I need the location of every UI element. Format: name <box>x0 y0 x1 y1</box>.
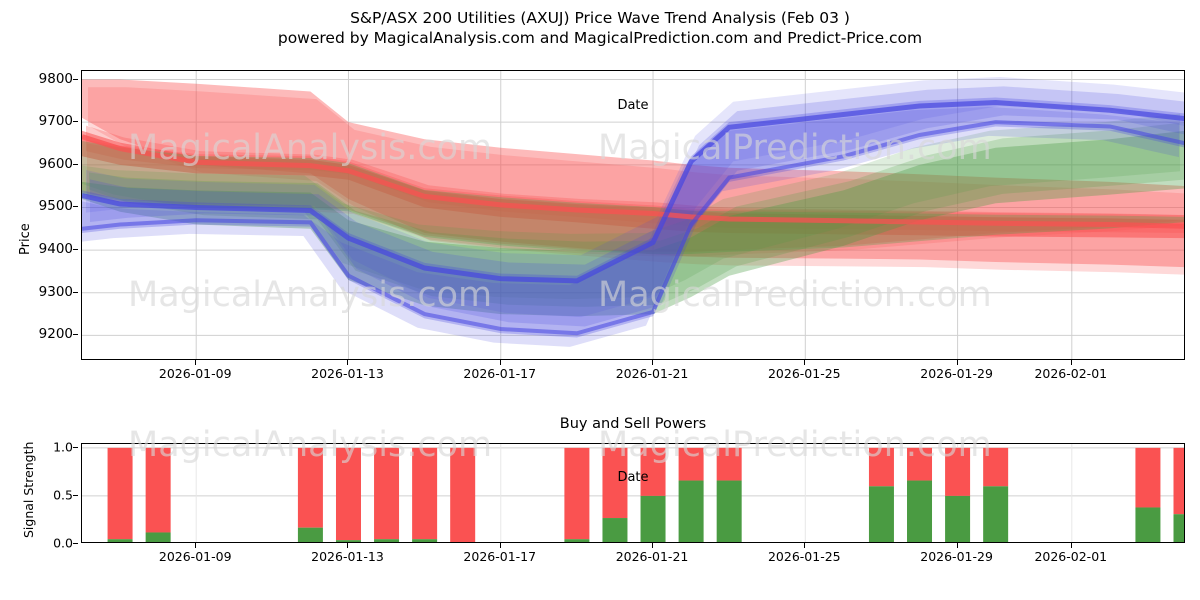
signal-y-ticks: 0.0 0.5 1.0 <box>37 439 78 551</box>
price-y-tick-mark <box>73 291 78 293</box>
price-y-tick-mark <box>73 163 78 165</box>
signal-bar[interactable] <box>640 447 666 543</box>
price-x-tick-label: 2026-01-25 <box>767 366 841 381</box>
price-y-tick-label: 9800 <box>38 70 73 87</box>
signal-x-tick-label: 2026-01-09 <box>158 549 232 564</box>
price-chart: Price 9200 9300 9400 9500 9600 9700 9800 2026-… <box>18 70 1185 381</box>
signal-bar[interactable] <box>1135 447 1161 543</box>
signal-x-tick-mark <box>347 543 349 548</box>
signal-x-tick-label: 2026-01-21 <box>615 549 689 564</box>
signal-bar[interactable] <box>450 447 476 543</box>
price-x-axis-label: Date <box>617 98 649 113</box>
signal-x-tick-label: 2026-02-01 <box>1034 549 1108 564</box>
signal-bar[interactable] <box>678 447 704 543</box>
signal-y-tick-mark <box>73 543 78 544</box>
signal-y-tick-mark <box>73 494 78 496</box>
price-x-tick-mark <box>499 360 501 365</box>
price-x-tick-label: 2026-01-29 <box>920 366 993 381</box>
price-x-tick-mark <box>956 360 958 365</box>
signal-bar[interactable] <box>412 447 438 543</box>
signal-x-tick-mark <box>652 543 654 548</box>
price-y-tick-label: 9200 <box>38 326 73 343</box>
price-x-tick-mark <box>652 360 654 365</box>
signal-chart: Buy and Sell Powers Signal Strength 0.0 0… <box>21 416 1185 564</box>
signal-bar[interactable] <box>868 447 894 543</box>
signal-x-tick-mark <box>1070 543 1072 548</box>
signal-bar[interactable] <box>107 447 133 543</box>
price-y-tick-label: 9300 <box>38 283 73 300</box>
signal-bar[interactable] <box>297 447 323 543</box>
signal-y-tick-label: 0.0 <box>53 535 73 551</box>
price-y-tick-label: 9400 <box>38 241 73 258</box>
price-wave-svg <box>82 71 1184 359</box>
price-y-tick-mark <box>73 249 78 251</box>
signal-y-tick-mark <box>73 446 78 448</box>
signal-x-tick-mark <box>195 543 197 548</box>
title-block: S&P/ASX 200 Utilities (AXUJ) Price Wave … <box>0 8 1200 48</box>
signal-y-axis-label: Signal Strength <box>21 441 36 538</box>
signal-bars-svg <box>82 444 1186 543</box>
price-plot-area <box>81 70 1185 360</box>
signal-x-tick-label: 2026-01-29 <box>920 549 993 564</box>
signal-bar[interactable] <box>564 447 590 543</box>
signal-x-tick-label: 2026-01-25 <box>767 549 841 564</box>
price-x-ticks: 2026-01-09 2026-01-13 2026-01-17 2026-01-21… <box>81 360 1185 390</box>
signal-plot-area <box>81 443 1185 543</box>
price-y-tick-mark <box>73 78 78 80</box>
page-subtitle: powered by MagicalAnalysis.com and Magic… <box>277 29 923 47</box>
signal-bar[interactable] <box>602 447 628 543</box>
price-x-tick-mark <box>804 360 806 365</box>
price-x-tick-label: 2026-01-13 <box>311 366 384 381</box>
signal-bar[interactable] <box>716 447 742 543</box>
price-y-tick-mark <box>73 334 78 336</box>
signal-bar[interactable] <box>907 447 933 543</box>
price-x-tick-label: 2026-02-01 <box>1034 366 1108 381</box>
price-x-tick-mark <box>195 360 197 365</box>
signal-x-ticks: 2026-01-09 2026-01-13 2026-01-17 2026-01-21… <box>81 543 1185 573</box>
price-x-tick-mark <box>347 360 349 365</box>
price-x-tick-label: 2026-01-21 <box>615 366 689 381</box>
signal-bar[interactable] <box>335 447 361 543</box>
price-x-tick-label: 2026-01-17 <box>463 366 537 381</box>
signal-x-axis-label: Date <box>617 470 649 485</box>
signal-bar[interactable] <box>1173 447 1186 543</box>
price-y-tick-label: 9600 <box>38 155 73 172</box>
signal-x-tick-mark <box>956 543 958 548</box>
signal-y-tick-label: 1.0 <box>53 439 73 455</box>
price-x-tick-mark <box>1070 360 1072 365</box>
signal-x-tick-mark <box>499 543 501 548</box>
signal-x-tick-mark <box>804 543 806 548</box>
signal-bar[interactable] <box>374 447 400 543</box>
signal-x-tick-label: 2026-01-17 <box>463 549 537 564</box>
price-y-tick-label: 9500 <box>38 198 73 215</box>
price-x-tick-label: 2026-01-09 <box>158 366 232 381</box>
signal-bar[interactable] <box>983 447 1009 543</box>
price-y-tick-label: 9700 <box>38 113 73 130</box>
price-y-ticks: 9200 9300 9400 9500 9600 9700 9800 <box>25 70 78 360</box>
signal-bar[interactable] <box>145 447 171 543</box>
price-y-tick-mark <box>73 206 78 208</box>
signal-chart-title: Buy and Sell Powers <box>559 416 707 432</box>
page-title: S&P/ASX 200 Utilities (AXUJ) Price Wave … <box>350 9 850 27</box>
price-y-tick-mark <box>73 121 78 123</box>
signal-bar[interactable] <box>945 447 971 543</box>
signal-y-tick-label: 0.5 <box>53 487 73 503</box>
signal-x-tick-label: 2026-01-13 <box>311 549 384 564</box>
